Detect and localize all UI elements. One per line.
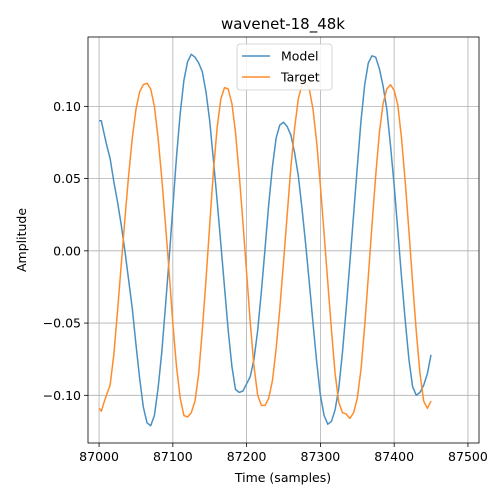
y-tick-label: 0.00 [53,243,81,258]
x-tick-label: 87000 [79,449,119,464]
series-line-model [99,53,432,427]
grid-lines [88,37,479,443]
y-tick-label: 0.10 [53,99,81,114]
x-axis-label: Time (samples) [234,470,331,485]
series-line-target [98,82,432,420]
x-tick-label: 87200 [227,449,267,464]
x-tick-label: 87100 [153,449,193,464]
x-tick-label: 87500 [448,449,488,464]
y-axis-label: Amplitude [14,208,29,272]
series-lines [98,53,432,427]
x-tick-label: 87300 [301,449,341,464]
plot-frame [87,36,480,444]
y-axis: −0.10 −0.05 0.00 0.05 0.10 [43,99,88,403]
legend: Model Target [236,43,333,91]
x-axis: 87000 87100 87200 87300 87400 87500 [79,443,488,464]
y-tick-label: −0.10 [43,388,81,403]
legend-label-model: Model [281,49,319,64]
x-tick-label: 87400 [374,449,414,464]
y-tick-label: 0.05 [53,171,81,186]
chart-title: wavenet-18_48k [221,15,345,34]
y-tick-label: −0.05 [43,316,81,331]
legend-label-target: Target [280,70,320,85]
